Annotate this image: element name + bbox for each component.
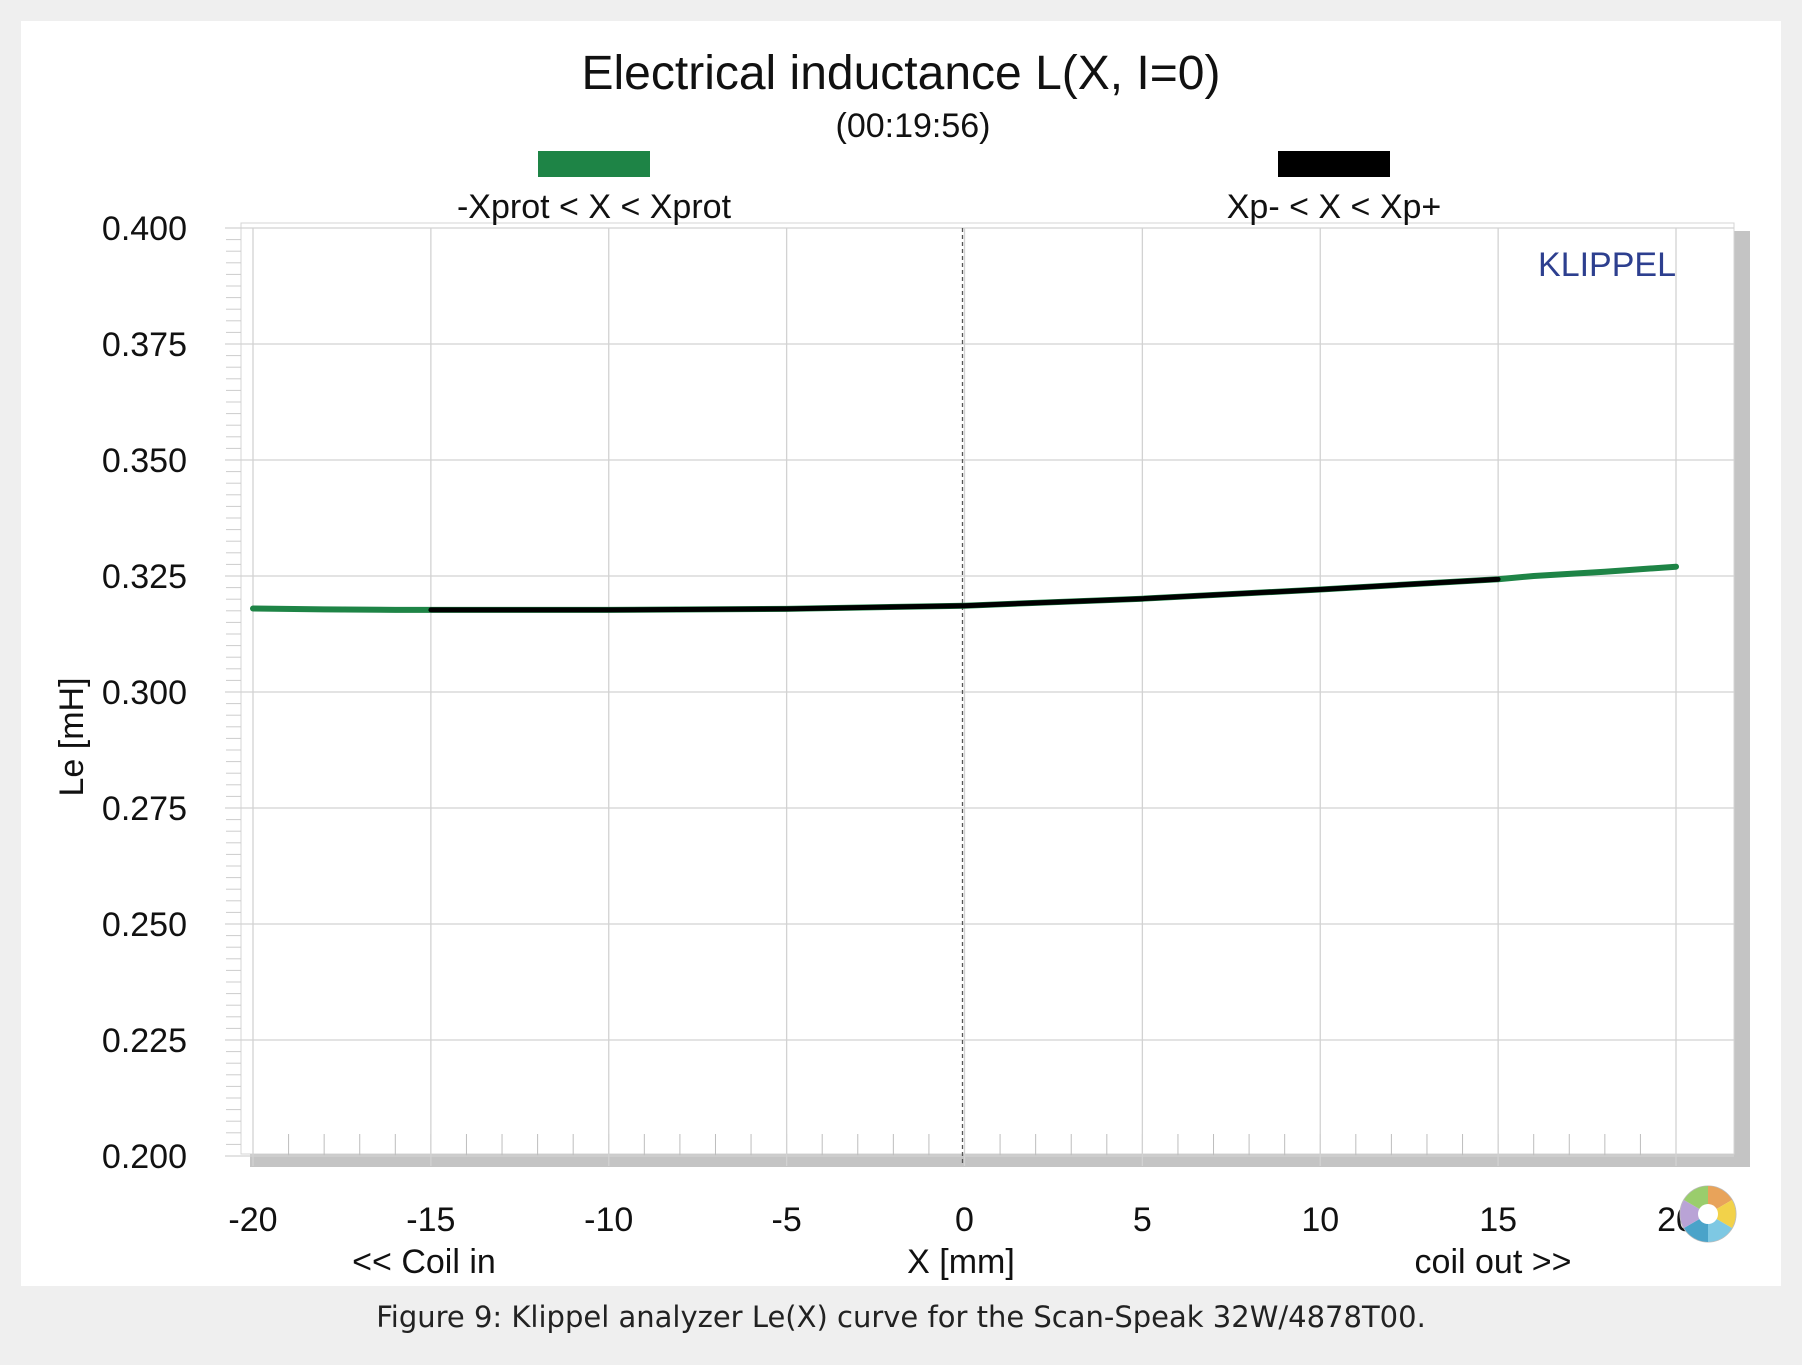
figure-caption: Figure 9: Klippel analyzer Le(X) curve f…: [376, 1300, 1426, 1334]
y-tick-label: 0.400: [102, 210, 187, 248]
x-tick-label: -5: [772, 1201, 802, 1239]
x-tick-label: 0: [955, 1201, 974, 1239]
y-tick-label: 0.350: [102, 442, 187, 480]
chart-title: Electrical inductance L(X, I=0): [582, 47, 1221, 100]
plot-area: [240, 222, 1735, 1155]
coil-out-annotation: coil out >>: [1415, 1243, 1572, 1281]
series-layer: [250, 563, 1679, 613]
legend-label: -Xprot < X < Xprot: [457, 188, 732, 226]
y-tick-label: 0.300: [102, 674, 187, 712]
x-tick-label: -20: [228, 1201, 277, 1239]
x-tick-label: 5: [1133, 1201, 1152, 1239]
y-tick-label: 0.250: [102, 906, 187, 944]
legend: -Xprot < X < Xprot Xp- < X < Xp+: [457, 151, 1441, 226]
x-axis-label: X [mm]: [907, 1243, 1015, 1281]
aperture-logo-icon: [1679, 1185, 1737, 1243]
y-axis-label: Le [mH]: [53, 677, 91, 796]
coil-in-annotation: << Coil in: [352, 1243, 496, 1281]
grid: [225, 227, 1734, 1166]
x-tick-label: -10: [584, 1201, 633, 1239]
chart: 0.200 0.225 0.250 0.275 0.300 0.325 0.350 0.375…: [53, 47, 1750, 1281]
series-line-xp: [428, 576, 1501, 613]
x-tick-label: -15: [406, 1201, 455, 1239]
y-tick-label: 0.275: [102, 790, 187, 828]
legend-label: Xp- < X < Xp+: [1227, 188, 1442, 226]
x-tick-label: 10: [1301, 1201, 1339, 1239]
x-tick-label: 15: [1479, 1201, 1517, 1239]
legend-swatch: [538, 151, 650, 177]
x-tick-labels: -20 -15 -10 -5 0 5 10 15 20: [228, 1201, 1694, 1239]
y-tick-label: 0.325: [102, 558, 187, 596]
y-tick-labels: 0.200 0.225 0.250 0.275 0.300 0.325 0.350 0.375…: [102, 210, 187, 1176]
figure-panel: 0.200 0.225 0.250 0.275 0.300 0.325 0.350 0.375…: [21, 21, 1781, 1286]
chart-subtitle: (00:19:56): [836, 107, 991, 145]
klippel-watermark: KLIPPEL: [1538, 246, 1676, 284]
y-tick-label: 0.225: [102, 1022, 187, 1060]
y-tick-label: 0.200: [102, 1138, 187, 1176]
legend-swatch: [1278, 151, 1390, 177]
y-tick-label: 0.375: [102, 326, 187, 364]
